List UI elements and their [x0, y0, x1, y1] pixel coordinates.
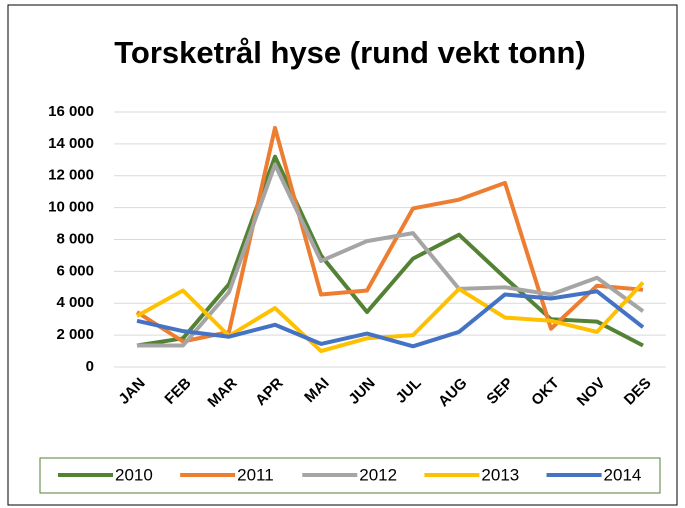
legend-box	[39, 457, 661, 494]
y-tick-label: 0	[86, 358, 94, 375]
series-line	[136, 289, 645, 349]
y-tick-label: 16 000	[48, 103, 94, 120]
y-tick-label: 12 000	[48, 167, 94, 184]
y-tick-label: 10 000	[48, 199, 94, 216]
series-line	[137, 162, 645, 348]
y-tick-label: 14 000	[48, 135, 94, 152]
legend-label: 2013	[481, 465, 519, 484]
legend-label: 2012	[359, 465, 397, 484]
y-tick-label: 4 000	[56, 294, 94, 311]
series-line	[136, 281, 645, 354]
legend-label: 2014	[604, 465, 642, 484]
y-tick-label: 8 000	[56, 230, 94, 247]
legend-label: 2010	[115, 465, 153, 484]
y-tick-label: 6 000	[56, 262, 94, 279]
chart-title: Torsketrål hyse (rund vekt tonn)	[114, 35, 585, 70]
chart-border	[7, 4, 678, 506]
legend-label: 2011	[237, 465, 274, 484]
y-tick-label: 2 000	[56, 326, 94, 343]
